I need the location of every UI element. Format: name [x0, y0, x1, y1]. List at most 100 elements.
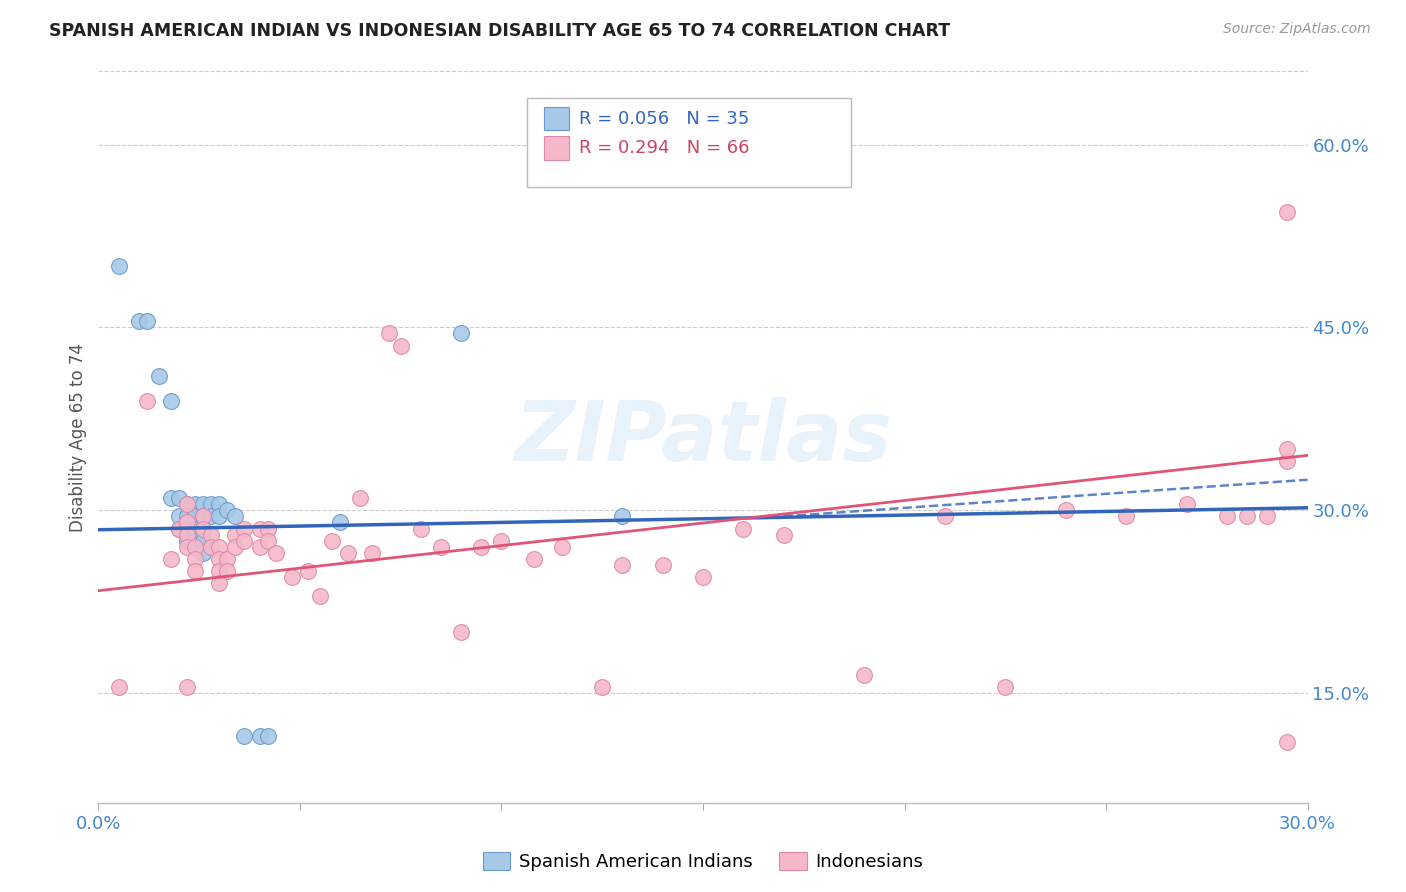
- Point: [256, 729, 278, 743]
- Point: [309, 589, 332, 603]
- Point: [377, 326, 399, 341]
- Point: [167, 491, 190, 505]
- Point: [160, 552, 183, 566]
- Point: [1236, 509, 1258, 524]
- Point: [1256, 509, 1278, 524]
- Point: [217, 503, 239, 517]
- Point: [193, 521, 215, 535]
- Point: [167, 509, 190, 524]
- Point: [772, 527, 794, 541]
- Point: [249, 521, 271, 535]
- Text: R = 0.294   N = 66: R = 0.294 N = 66: [579, 139, 749, 157]
- Point: [184, 521, 207, 535]
- Point: [193, 533, 215, 548]
- Point: [361, 546, 384, 560]
- Point: [208, 552, 231, 566]
- Point: [167, 521, 190, 535]
- Y-axis label: Disability Age 65 to 74: Disability Age 65 to 74: [69, 343, 87, 532]
- Point: [994, 680, 1017, 694]
- Point: [651, 558, 673, 573]
- Point: [256, 533, 278, 548]
- Point: [232, 729, 254, 743]
- Point: [1277, 204, 1299, 219]
- Point: [184, 533, 207, 548]
- Point: [200, 540, 222, 554]
- Point: [193, 497, 215, 511]
- Point: [1277, 442, 1299, 457]
- Point: [193, 509, 215, 524]
- Point: [208, 564, 231, 578]
- Point: [612, 509, 634, 524]
- Point: [430, 540, 453, 554]
- Point: [224, 527, 246, 541]
- Point: [491, 533, 513, 548]
- Point: [176, 497, 198, 511]
- Point: [176, 527, 198, 541]
- Point: [200, 497, 222, 511]
- Point: [200, 509, 222, 524]
- Point: [160, 491, 183, 505]
- Point: [208, 576, 231, 591]
- Point: [184, 540, 207, 554]
- Legend: Spanish American Indians, Indonesians: Spanish American Indians, Indonesians: [475, 845, 931, 879]
- Point: [184, 552, 207, 566]
- Point: [135, 314, 157, 328]
- Point: [217, 552, 239, 566]
- Point: [184, 509, 207, 524]
- Point: [349, 491, 371, 505]
- Point: [256, 521, 278, 535]
- Point: [321, 533, 343, 548]
- Point: [184, 564, 207, 578]
- Point: [733, 521, 755, 535]
- Point: [523, 552, 546, 566]
- Point: [135, 393, 157, 408]
- Point: [176, 680, 198, 694]
- Point: [224, 509, 246, 524]
- Point: [176, 497, 198, 511]
- Point: [249, 540, 271, 554]
- Point: [389, 339, 412, 353]
- Point: [200, 527, 222, 541]
- Point: [224, 540, 246, 554]
- Text: Source: ZipAtlas.com: Source: ZipAtlas.com: [1223, 22, 1371, 37]
- Point: [217, 564, 239, 578]
- Point: [176, 527, 198, 541]
- Point: [208, 509, 231, 524]
- Point: [934, 509, 956, 524]
- Point: [853, 667, 876, 682]
- Point: [692, 570, 714, 584]
- Point: [148, 369, 170, 384]
- Point: [128, 314, 150, 328]
- Point: [193, 546, 215, 560]
- Text: SPANISH AMERICAN INDIAN VS INDONESIAN DISABILITY AGE 65 TO 74 CORRELATION CHART: SPANISH AMERICAN INDIAN VS INDONESIAN DI…: [49, 22, 950, 40]
- Point: [264, 546, 287, 560]
- Point: [167, 521, 190, 535]
- Point: [184, 497, 207, 511]
- Point: [176, 516, 198, 530]
- Point: [337, 546, 360, 560]
- Point: [281, 570, 304, 584]
- Point: [193, 521, 215, 535]
- Point: [176, 521, 198, 535]
- Point: [1216, 509, 1239, 524]
- Point: [176, 540, 198, 554]
- Point: [232, 521, 254, 535]
- Point: [208, 540, 231, 554]
- Point: [450, 625, 472, 640]
- Point: [612, 558, 634, 573]
- Point: [1054, 503, 1077, 517]
- Point: [193, 509, 215, 524]
- Point: [450, 326, 472, 341]
- Point: [107, 680, 129, 694]
- Point: [329, 516, 352, 530]
- Point: [249, 729, 271, 743]
- Text: R = 0.056   N = 35: R = 0.056 N = 35: [579, 110, 749, 128]
- Point: [1115, 509, 1137, 524]
- Point: [176, 509, 198, 524]
- Point: [551, 540, 574, 554]
- Point: [470, 540, 492, 554]
- Point: [232, 533, 254, 548]
- Point: [1277, 735, 1299, 749]
- Point: [297, 564, 319, 578]
- Point: [208, 497, 231, 511]
